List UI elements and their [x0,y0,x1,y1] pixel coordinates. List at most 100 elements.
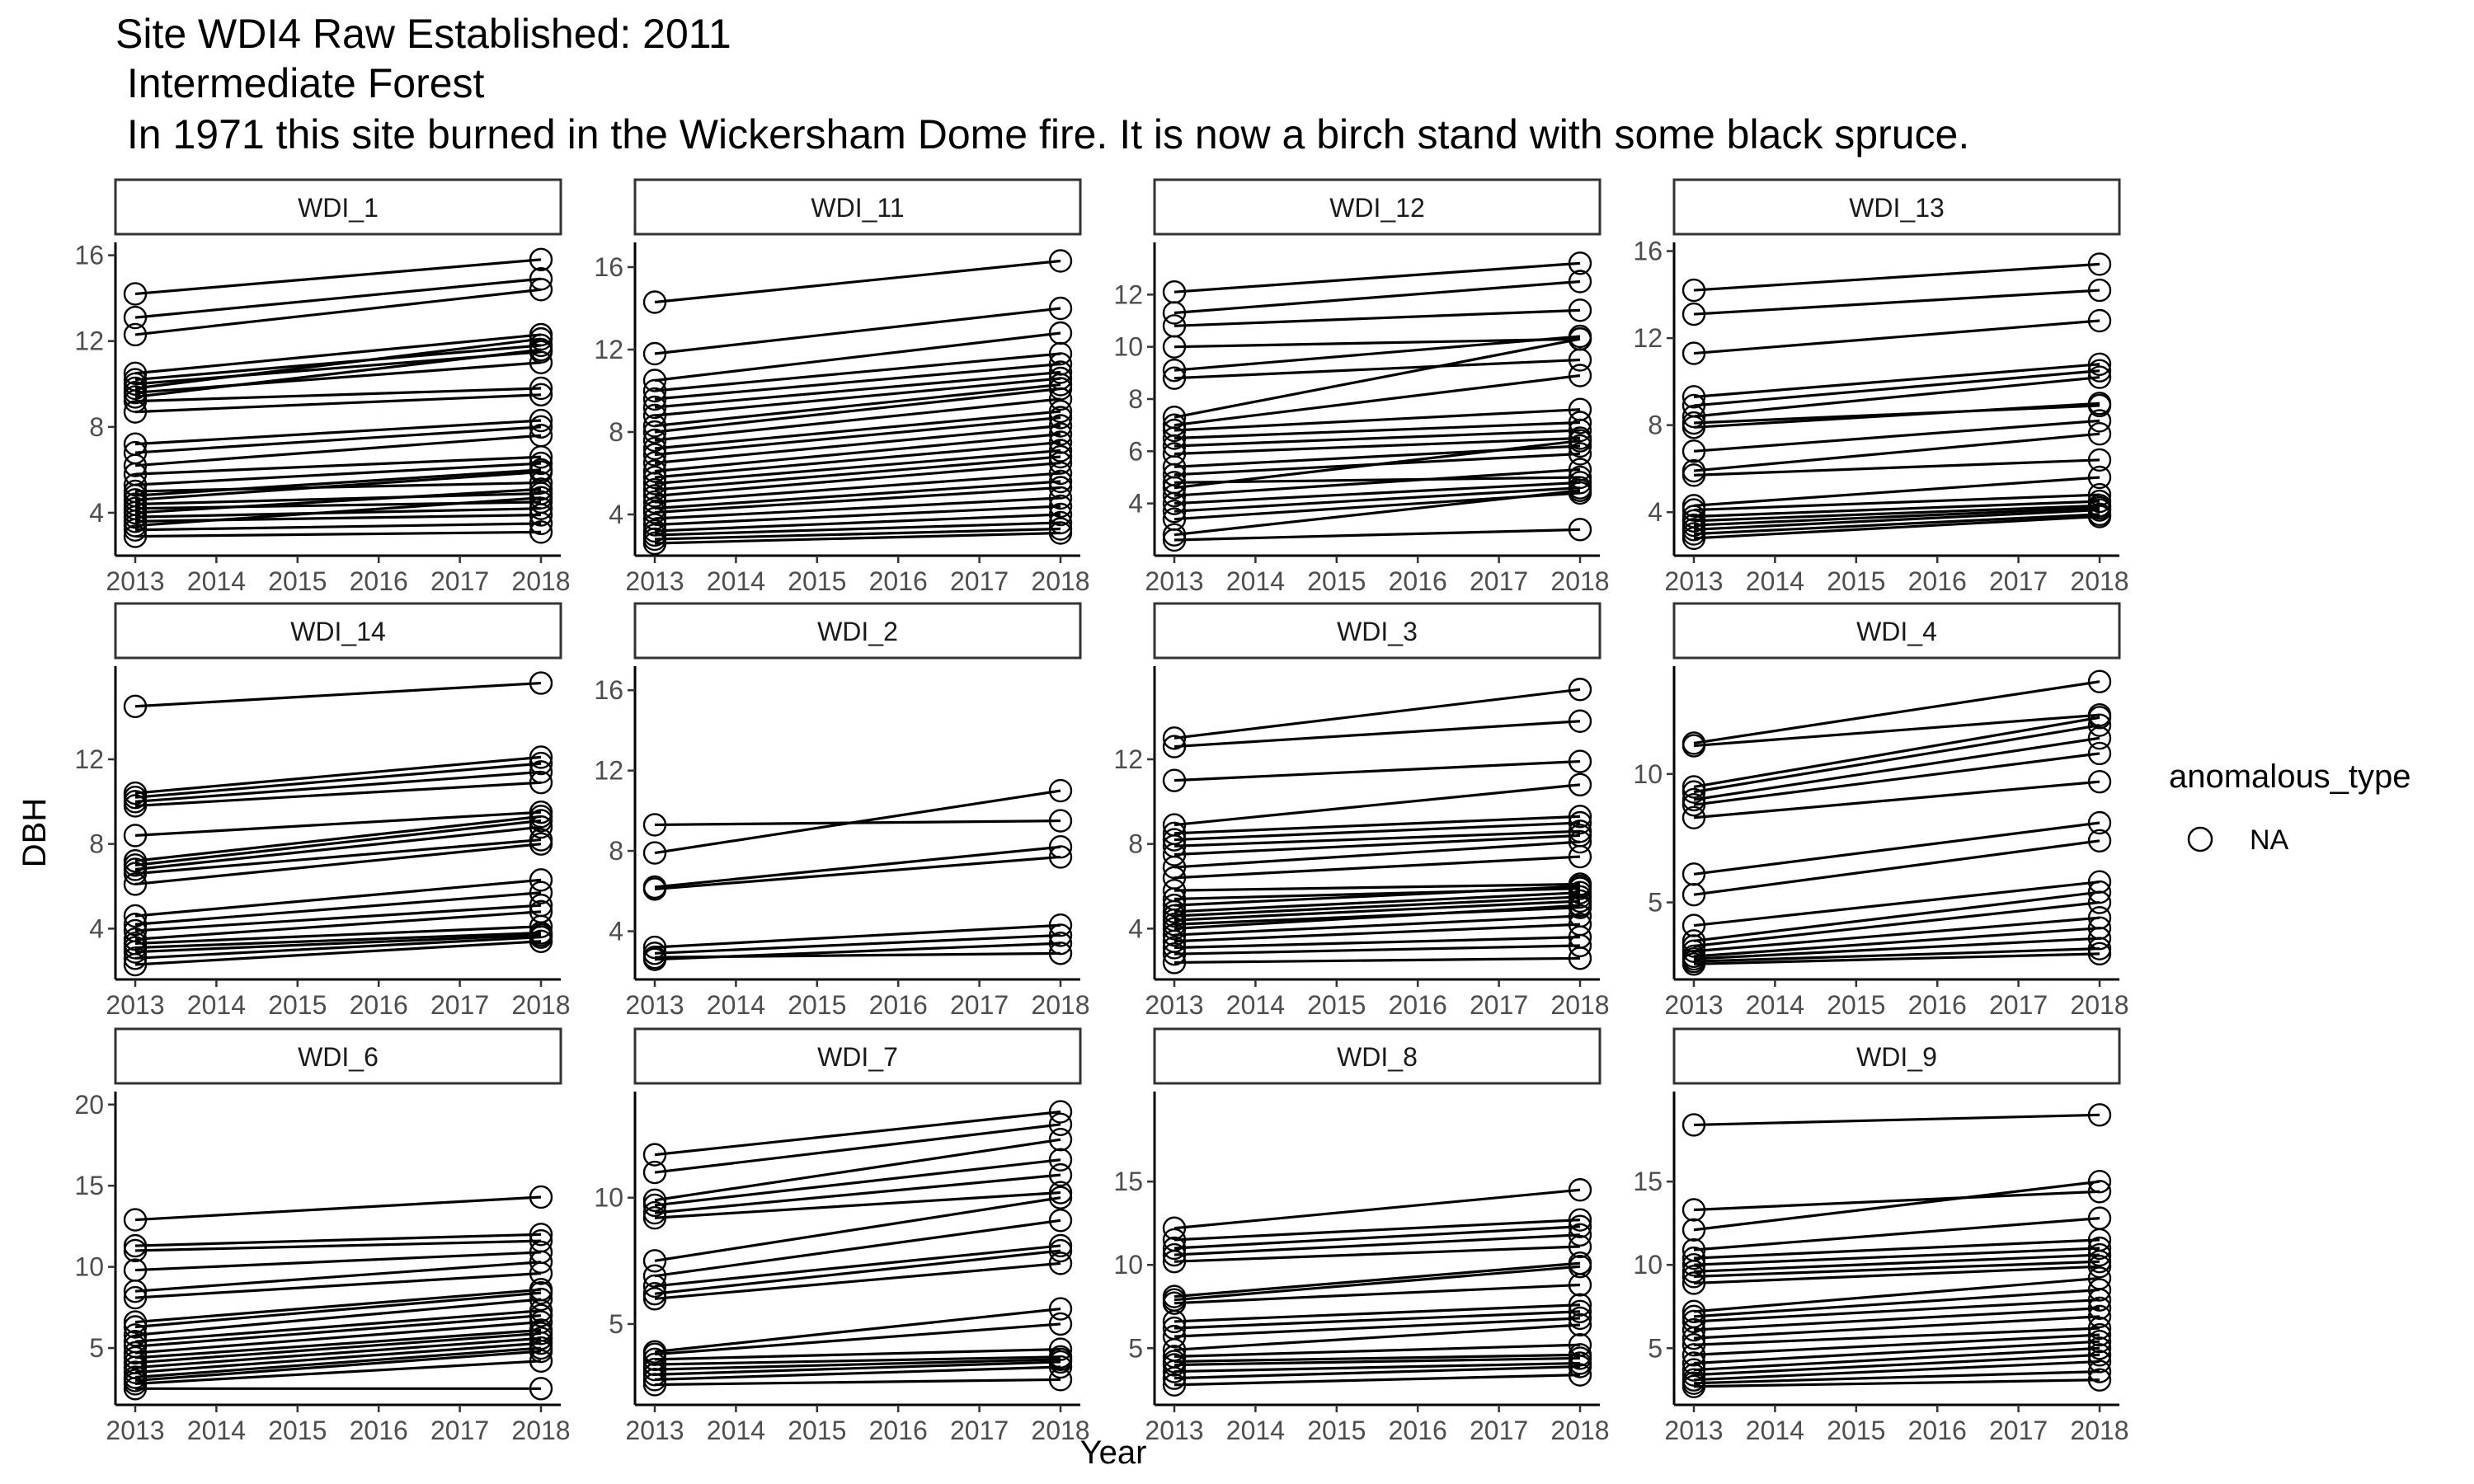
tree-series-line [654,307,1061,355]
data-point [2087,937,2112,960]
x-tick-label: 2014 [1226,1416,1285,1445]
tree-series-line [1693,432,2100,472]
data-point [1568,933,1592,958]
x-tick-label: 2013 [1664,1416,1723,1445]
data-point [123,946,148,970]
y-tick-label: 4 [89,498,104,528]
data-point [1681,780,1706,804]
y-tick-label: 4 [1648,497,1663,527]
data-point [642,1188,667,1212]
x-tick-label: 2018 [1550,990,1609,1020]
facet-strip [633,178,1082,236]
data-point [1048,387,1073,411]
data-point [2087,1103,2112,1127]
facet-panel: WDI_2 4 8 12 16 2013 2014 2015 2016 2017 2018 [594,602,1090,1020]
y-tick-label: 8 [1648,411,1663,440]
tree-series-line [1693,1307,2100,1331]
tree-series-line [1693,493,2100,512]
data-point [1568,1178,1592,1202]
data-point [1162,426,1187,450]
data-point [1162,366,1187,390]
data-point [1048,1148,1073,1172]
data-point [123,282,148,306]
tree-series-line [654,331,1061,383]
tree-series-line [654,513,1061,533]
data-point [2087,448,2112,472]
y-tick-label: 8 [609,417,623,447]
tree-series-line [1693,262,2100,292]
data-point [529,751,553,776]
y-tick-label: 10 [1633,1250,1663,1280]
tree-series-line [1693,504,2100,523]
data-point [123,1310,148,1334]
data-point [2087,1180,2112,1204]
tree-series-line [1174,279,1581,315]
tree-series-line [1693,1260,2100,1278]
data-point [1681,787,1706,812]
data-point [123,952,148,977]
facet-strip-label: WDI_13 [1849,193,1945,223]
data-point [642,500,667,524]
y-tick-label: 8 [609,836,623,866]
y-tick-label: 10 [1633,759,1663,789]
data-point [1048,1350,1073,1374]
x-tick-label: 2013 [1145,990,1203,1020]
data-point [1162,855,1187,880]
x-tick-label: 2013 [625,1416,684,1445]
x-tick-label: 2018 [1031,990,1089,1020]
x-tick-label: 2014 [1746,990,1804,1020]
facet-strip-label: WDI_2 [817,617,898,646]
tree-series-line [1693,952,2100,965]
facet-panel: WDI_13 4 8 12 16 2013 2014 2015 2016 2017 2018 [1633,178,2129,596]
data-point [642,472,667,495]
tree-series-line [134,522,542,532]
tree-series-line [1174,481,1581,505]
tree-series-line [134,1328,542,1360]
data-point [2087,713,2112,737]
data-point [1568,1293,1592,1317]
data-point [642,443,667,467]
tree-series-line [1693,508,2100,531]
data-point [1048,494,1073,519]
tree-series-line [1174,688,1581,740]
x-tick-label: 2017 [1470,566,1528,596]
tree-series-line [654,1347,1061,1361]
data-point [529,520,553,544]
data-point [1162,1242,1187,1267]
data-point [2087,769,2112,794]
tree-series-line [134,1271,542,1299]
data-point [1568,946,1592,970]
tree-series-line [134,1239,542,1252]
tree-series-line [654,933,1061,955]
data-point [123,694,148,718]
data-point [1568,298,1592,322]
y-tick-label: 12 [1113,279,1143,309]
data-point [642,1264,667,1288]
x-tick-label: 2015 [1307,990,1366,1020]
facet-strip-label: WDI_14 [290,617,386,646]
y-tick-label: 8 [1128,829,1143,859]
tree-series-line [134,419,542,446]
tree-series-line [1174,895,1581,918]
data-point [1048,486,1073,510]
data-point [2087,1249,2112,1274]
tree-series-line [1693,1217,2100,1252]
data-point [642,414,667,438]
tree-series-line [1174,337,1581,349]
x-tick-label: 2017 [430,990,489,1020]
tree-series-line [134,1195,542,1222]
tree-series-line [1693,1333,2100,1356]
data-point [1568,326,1592,351]
tree-series-group [1681,252,2112,551]
data-point [642,341,667,366]
tree-series-line [134,1331,542,1364]
tree-series-line [1693,821,2100,876]
tree-series-line [1174,783,1581,827]
data-point [1681,341,1706,365]
tree-series-line [654,531,1061,545]
tree-series-group [1162,1178,1592,1397]
data-point [2087,465,2112,490]
data-point [1048,249,1073,273]
tree-series-line [1174,439,1581,490]
